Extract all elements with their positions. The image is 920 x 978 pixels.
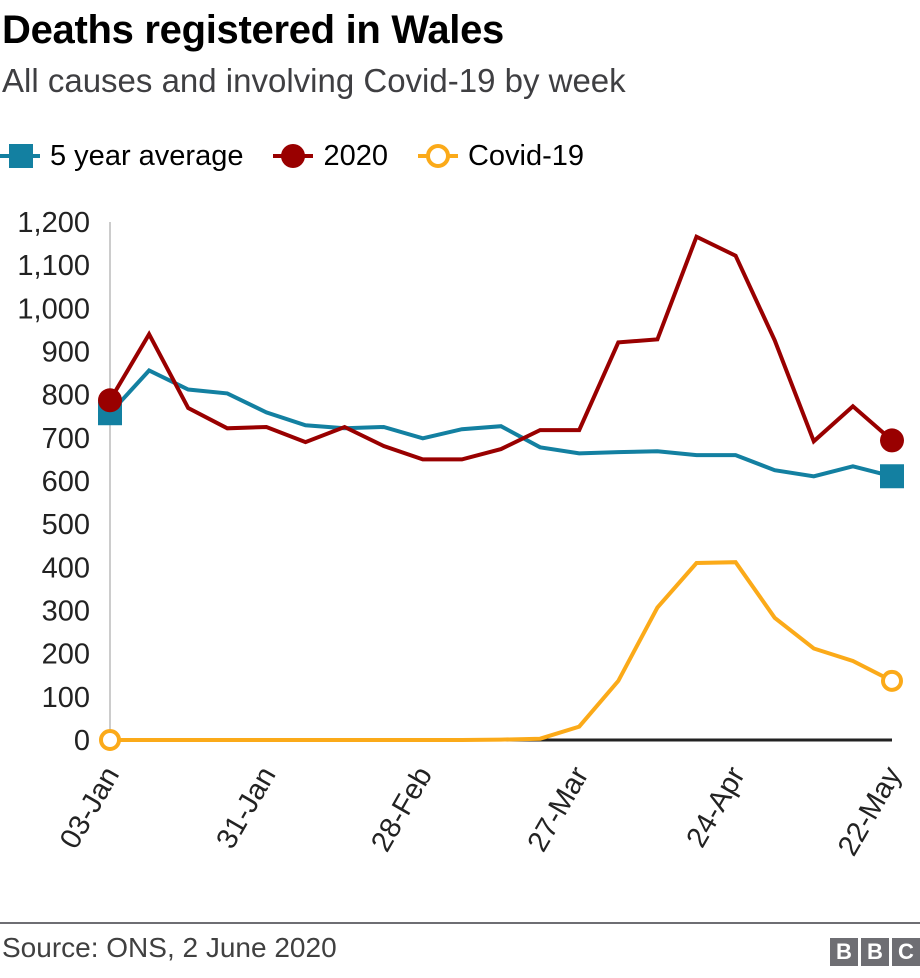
legend: 5 year average 2020 Covid-19 — [0, 136, 614, 176]
end-marker-square — [880, 464, 904, 489]
bbc-logo: B B C — [830, 938, 920, 966]
y-tick-label: 1,000 — [17, 293, 90, 325]
chart-subtitle: All causes and involving Covid-19 by wee… — [2, 62, 626, 99]
bbc-logo-letter: B — [861, 938, 889, 966]
x-tick-label: 31-Jan — [210, 762, 282, 855]
line-chart: 0 100 200 300 400 500 600 700 800 900 1,000 1,100 1,… — [17, 207, 908, 861]
x-tick-label: 28-Feb — [365, 762, 439, 858]
series-line-5-year-average — [108, 368, 893, 479]
end-marker-open-circle — [881, 669, 903, 692]
y-tick-label: 1,100 — [17, 250, 90, 282]
series-group — [98, 233, 904, 751]
series-5-year-average — [98, 368, 904, 489]
end-marker-circle — [880, 428, 904, 453]
series-2020 — [98, 233, 904, 462]
x-axis: 03-Jan 31-Jan 28-Feb 27-Mar 24-Apr 22-May — [54, 761, 908, 861]
footer-divider — [0, 922, 920, 924]
legend-label: Covid-19 — [467, 139, 585, 172]
y-tick-label: 100 — [42, 682, 90, 714]
y-tick-label: 400 — [42, 552, 90, 584]
y-tick-label: 700 — [42, 423, 90, 455]
y-tick-label: 200 — [42, 639, 90, 671]
y-tick-label: 300 — [42, 596, 90, 628]
filled-circle-marker-icon — [273, 144, 314, 168]
legend-item-5-year-average: 5 year average — [0, 140, 243, 173]
y-tick-label: 1,200 — [17, 207, 90, 239]
legend-label: 2020 — [323, 139, 388, 172]
bbc-logo-letter: C — [892, 938, 920, 966]
end-marker-circle — [98, 388, 122, 413]
bbc-logo-letter: B — [830, 938, 858, 966]
y-axis: 0 100 200 300 400 500 600 700 800 900 1,000 1,100 1,… — [17, 207, 90, 757]
series-line-covid-19 — [110, 560, 893, 742]
x-tick-label: 27-Mar — [522, 761, 596, 857]
legend-label: 5 year average — [50, 139, 244, 172]
y-tick-label: 600 — [42, 466, 90, 498]
chart-title: Deaths registered in Wales — [2, 8, 505, 52]
x-tick-label: 03-Jan — [54, 762, 126, 855]
series-covid-19 — [99, 560, 903, 751]
legend-item-covid-19: Covid-19 — [417, 139, 585, 173]
source-note: Source: ONS, 2 June 2020 — [2, 932, 337, 963]
y-tick-label: 800 — [42, 380, 90, 412]
x-tick-label: 22-May — [832, 761, 908, 861]
square-marker-icon — [0, 144, 40, 168]
x-tick-label: 24-Apr — [680, 761, 751, 853]
open-circle-marker-icon — [417, 144, 458, 168]
legend-item-2020: 2020 — [273, 140, 388, 173]
y-tick-label: 500 — [42, 509, 90, 541]
end-marker-open-circle — [99, 729, 121, 751]
y-tick-label: 0 — [74, 725, 90, 757]
y-tick-label: 900 — [42, 337, 90, 369]
series-line-2020 — [108, 233, 894, 462]
